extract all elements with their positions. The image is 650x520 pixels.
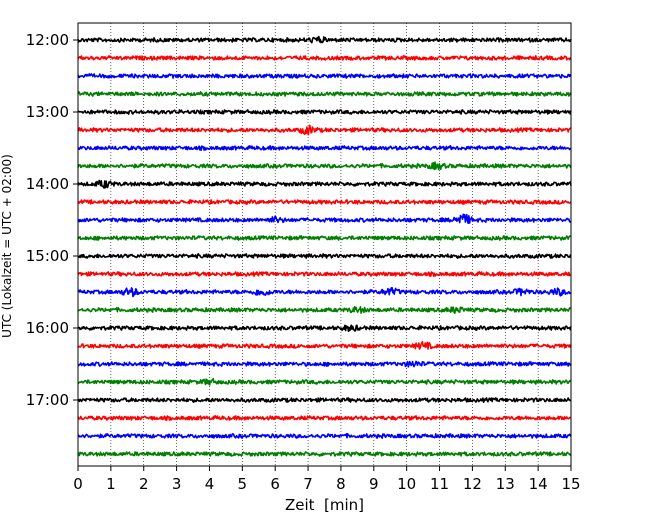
- trace-13: [77, 271, 572, 277]
- trace-8: [77, 179, 572, 189]
- x-tick-label-11: 11: [430, 475, 449, 493]
- trace-23: [77, 451, 572, 457]
- trace-11: [77, 235, 572, 241]
- y-tick-label-4: 16:00: [26, 319, 69, 337]
- trace-2: [77, 73, 572, 79]
- plot-frame: [77, 22, 572, 467]
- trace-3: [77, 91, 572, 97]
- trace-1: [77, 55, 572, 61]
- trace-5: [77, 124, 572, 136]
- trace-10: [77, 213, 572, 225]
- x-tick-label-14: 14: [529, 475, 548, 493]
- x-axis: 0 1 2 3 4 5 6 7 8 9 10 11 12 13 14 15: [73, 466, 581, 493]
- x-tick-label-5: 5: [238, 475, 248, 493]
- x-tick-label-6: 6: [270, 475, 280, 493]
- x-tick-label-3: 3: [172, 475, 182, 493]
- y-tick-label-0: 12:00: [26, 31, 69, 49]
- x-tick-label-0: 0: [73, 475, 83, 493]
- seismic-traces: [77, 35, 572, 457]
- x-tick-label-2: 2: [139, 475, 149, 493]
- trace-18: [77, 360, 572, 368]
- x-tick-label-10: 10: [397, 475, 416, 493]
- x-tick-label-4: 4: [205, 475, 215, 493]
- x-tick-label-15: 15: [561, 475, 580, 493]
- trace-7: [77, 161, 572, 171]
- trace-0: [77, 35, 572, 44]
- y-tick-label-5: 17:00: [26, 391, 69, 409]
- x-tick-label-8: 8: [336, 475, 346, 493]
- trace-4: [77, 109, 572, 115]
- trace-12: [77, 253, 572, 259]
- trace-16: [77, 324, 572, 333]
- x-tick-label-13: 13: [496, 475, 515, 493]
- y-tick-label-1: 13:00: [26, 103, 69, 121]
- x-tick-label-1: 1: [106, 475, 116, 493]
- x-axis-label: Zeit [min]: [285, 496, 364, 514]
- y-tick-label-3: 15:00: [26, 247, 69, 265]
- trace-15: [77, 305, 572, 315]
- x-tick-label-12: 12: [463, 475, 482, 493]
- y-axis: 12:00 13:00 14:00 15:00 16:00 17:00: [26, 31, 78, 409]
- trace-6: [77, 145, 572, 151]
- trace-22: [77, 433, 572, 439]
- trace-14: [77, 286, 572, 298]
- trace-19: [77, 377, 572, 386]
- trace-21: [77, 415, 572, 421]
- y-tick-label-2: 14:00: [26, 175, 69, 193]
- trace-17: [77, 340, 572, 350]
- x-tick-label-9: 9: [369, 475, 379, 493]
- vertical-grid: [110, 23, 539, 466]
- trace-20: [77, 397, 572, 403]
- x-tick-label-7: 7: [303, 475, 313, 493]
- y-axis-label: UTC (Lokalzeit = UTC + 02:00): [0, 154, 14, 338]
- trace-9: [77, 199, 572, 205]
